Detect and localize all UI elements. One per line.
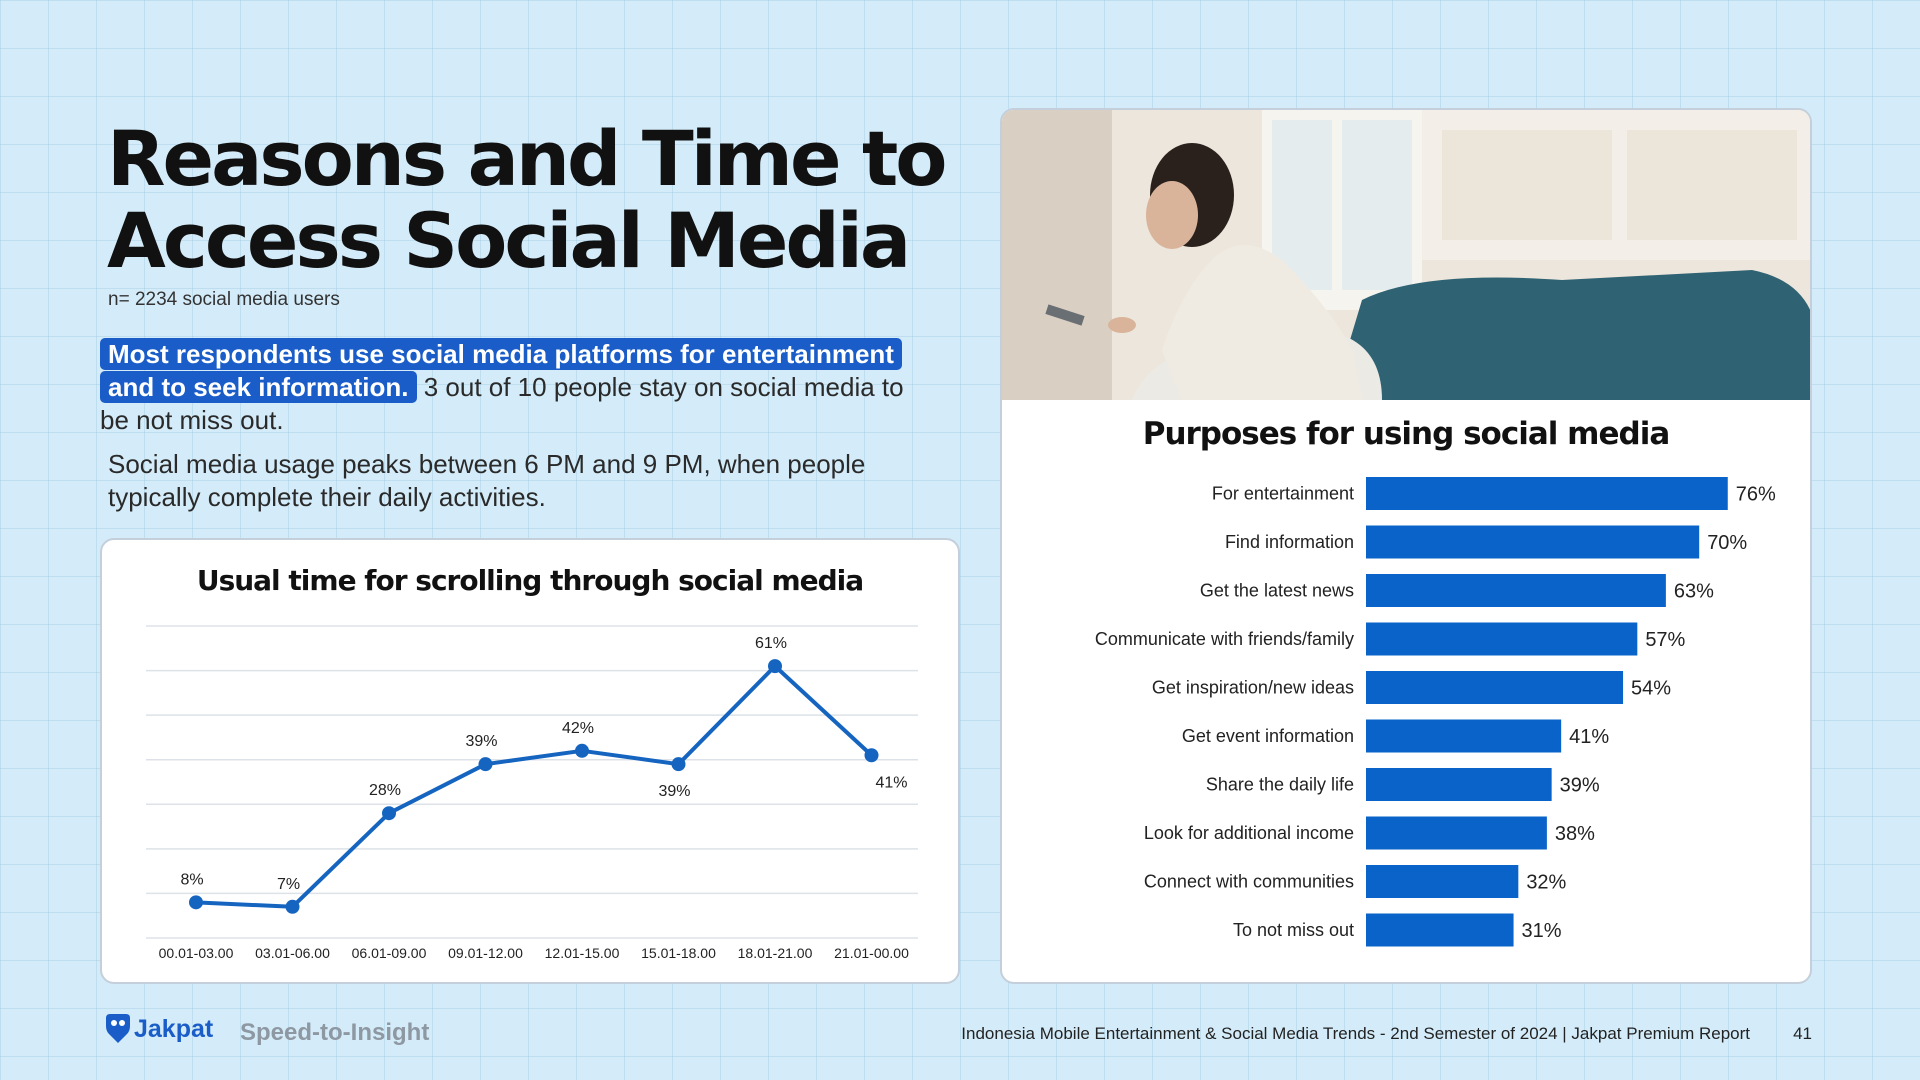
line-chart: 00.01-03.00 03.01-06.00 06.01-09.00 09.01-1… bbox=[146, 625, 918, 961]
brand-tagline: Speed-to-Insight bbox=[240, 1019, 430, 1046]
bar-value-label: 32% bbox=[1526, 872, 1566, 894]
page-title-line-1: Reasons and Time to bbox=[107, 114, 947, 203]
data-label: 61% bbox=[755, 635, 787, 652]
x-tick-label: 12.01-15.00 bbox=[545, 945, 620, 961]
insight-paragraph-1: Most respondents use social media platfo… bbox=[100, 338, 930, 437]
page-number: 41 bbox=[1793, 1024, 1812, 1043]
line-chart-title: Usual time for scrolling through social … bbox=[196, 564, 864, 597]
line-series bbox=[195, 664, 873, 909]
sample-note: n= 2234 social media users bbox=[108, 289, 340, 310]
data-point bbox=[285, 899, 300, 914]
bar-value-label: 63% bbox=[1674, 581, 1714, 603]
bar-value-label: 54% bbox=[1631, 678, 1671, 700]
x-tick-label: 09.01-12.00 bbox=[448, 945, 523, 961]
category-label: Get inspiration/new ideas bbox=[1152, 678, 1354, 698]
category-label: Share the daily life bbox=[1206, 775, 1354, 795]
bar-value-label: 39% bbox=[1560, 775, 1600, 797]
category-label: Look for additional income bbox=[1144, 823, 1354, 843]
x-tick-label: 21.01-00.00 bbox=[834, 945, 909, 961]
bar-chart-card: Purposes for using social media For ente… bbox=[1000, 108, 1812, 984]
data-point bbox=[189, 895, 203, 910]
data-label: 39% bbox=[465, 733, 497, 750]
category-label: Communicate with friends/family bbox=[1095, 629, 1354, 649]
brand-name: Jakpat bbox=[134, 1014, 214, 1043]
bar-chart: For entertainment Find information Get the… bbox=[1095, 477, 1776, 947]
page-title-line-2: Access Social Media bbox=[107, 196, 911, 285]
data-label: 8% bbox=[180, 871, 203, 888]
line-chart-card: Usual time for scrolling through social … bbox=[100, 538, 960, 984]
category-label: Connect with communities bbox=[1144, 872, 1354, 892]
x-tick-label: 15.01-18.00 bbox=[641, 945, 716, 961]
category-label: Find information bbox=[1225, 532, 1354, 552]
data-point bbox=[671, 757, 686, 772]
data-point bbox=[575, 743, 589, 758]
brand-logo: Jakpat bbox=[106, 1014, 213, 1044]
bar-chart-title: Purposes for using social media bbox=[1142, 416, 1671, 452]
bar-value-label: 57% bbox=[1645, 629, 1685, 651]
x-tick-label: 06.01-09.00 bbox=[352, 945, 427, 961]
bar bbox=[1366, 719, 1562, 753]
woman-using-phone-photo bbox=[1002, 110, 1810, 400]
bar-value-label: 38% bbox=[1555, 823, 1595, 845]
data-point bbox=[478, 757, 493, 772]
insight-text: 3 out of 10 people stay on social media … bbox=[100, 372, 904, 435]
bar bbox=[1366, 816, 1547, 850]
bar bbox=[1366, 525, 1700, 559]
bar-value-label: 31% bbox=[1522, 920, 1562, 942]
bar bbox=[1366, 574, 1666, 607]
data-label: 42% bbox=[562, 720, 594, 737]
data-label: 7% bbox=[277, 876, 300, 893]
data-point bbox=[768, 659, 782, 674]
jakpat-logo-icon bbox=[106, 1014, 130, 1043]
report-title: Indonesia Mobile Entertainment & Social … bbox=[961, 1024, 1750, 1043]
category-label: For entertainment bbox=[1212, 484, 1354, 504]
bar bbox=[1366, 913, 1514, 947]
data-point bbox=[382, 806, 396, 821]
category-label: To not miss out bbox=[1233, 920, 1354, 940]
x-tick-label: 18.01-21.00 bbox=[738, 945, 813, 961]
insight-paragraph-2: Social media usage peaks between 6 PM an… bbox=[108, 449, 866, 512]
bar bbox=[1366, 865, 1519, 898]
x-tick-label: 00.01-03.00 bbox=[159, 945, 234, 961]
bar bbox=[1366, 477, 1728, 510]
bar bbox=[1366, 622, 1638, 656]
category-label: Get the latest news bbox=[1200, 581, 1354, 601]
x-tick-label: 03.01-06.00 bbox=[255, 945, 330, 961]
page-title: Reasons and Time to Access Social Media bbox=[107, 118, 987, 282]
bar-value-label: 70% bbox=[1707, 532, 1747, 554]
data-label: 28% bbox=[369, 782, 401, 799]
data-label: 39% bbox=[658, 783, 690, 800]
data-label: 41% bbox=[875, 774, 907, 791]
bar bbox=[1366, 671, 1624, 704]
bar-value-label: 41% bbox=[1569, 726, 1609, 748]
bar bbox=[1366, 768, 1552, 801]
bar-value-label: 76% bbox=[1736, 484, 1776, 506]
category-label: Get event information bbox=[1182, 726, 1354, 746]
data-point bbox=[864, 748, 879, 763]
